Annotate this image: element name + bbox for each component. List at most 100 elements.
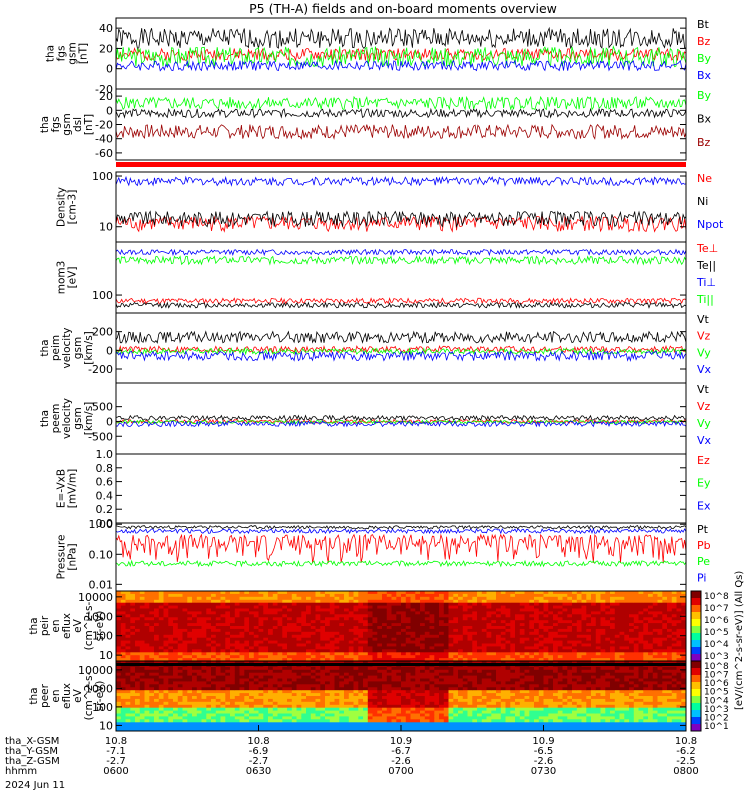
spectrogram-cell: [443, 611, 449, 615]
spectrogram-cell: [510, 602, 516, 606]
spectrogram-cell: [481, 593, 487, 598]
spectrogram-cell: [149, 605, 155, 609]
spectrogram-cell: [344, 681, 350, 685]
spectrogram-cell: [125, 725, 131, 729]
spectrogram-cell: [477, 599, 483, 604]
spectrogram-cell: [405, 716, 411, 720]
spectrogram-cell: [410, 596, 416, 601]
spectrogram-cell: [206, 701, 212, 706]
spectrogram-cell: [249, 640, 255, 644]
spectrogram-cell: [225, 672, 231, 676]
spectrogram-cell: [595, 602, 601, 606]
spectrogram-cell: [268, 675, 274, 679]
spectrogram-cell: [572, 602, 578, 606]
spectrogram-cell: [268, 605, 274, 609]
spectrogram-cell: [163, 661, 169, 665]
spectrogram-cell: [230, 693, 236, 697]
spectrogram-cell: [291, 722, 297, 726]
spectrogram-cell: [467, 652, 473, 656]
spectrogram-cell: [344, 631, 350, 636]
spectrogram-cell: [211, 602, 217, 606]
spectrogram-cell: [239, 669, 245, 674]
spectrogram-cell: [591, 605, 597, 609]
spectrogram-cell: [481, 611, 487, 615]
spectrogram-cell: [353, 602, 359, 606]
spectrogram-cell: [120, 684, 126, 688]
spectrogram-cell: [334, 649, 340, 653]
spectrogram-cell: [491, 681, 497, 685]
spectrogram-cell: [168, 658, 174, 662]
spectrogram-cell: [643, 658, 649, 662]
spectrogram-cell: [249, 596, 255, 601]
spectrogram-cell: [201, 640, 207, 644]
spectrogram-cell: [534, 655, 540, 659]
spectrogram-cell: [339, 637, 345, 641]
spectrogram-cell: [415, 669, 421, 674]
spectrogram-cell: [467, 602, 473, 606]
spectrogram-cell: [434, 593, 440, 598]
spectrogram-cell: [391, 707, 397, 711]
spectrogram-cell: [401, 728, 407, 732]
spectrogram-cell: [415, 696, 421, 700]
spectrogram-cell: [211, 634, 217, 639]
y-axis-label: thafgsgsmdsl[nT]: [39, 113, 95, 135]
spectrogram-cell: [458, 672, 464, 676]
spectrogram-cell: [543, 623, 549, 627]
spectrogram-cell: [258, 719, 264, 723]
spectrogram-cell: [424, 599, 430, 604]
spectrogram-cell: [339, 701, 345, 706]
spectrogram-cell: [529, 652, 535, 656]
spectrogram-cell: [534, 631, 540, 636]
spectrogram-cell: [401, 628, 407, 633]
spectrogram-cell: [377, 628, 383, 633]
spectrogram-cell: [244, 722, 250, 726]
spectrogram-cell: [358, 666, 364, 671]
spectrogram-cell: [211, 649, 217, 653]
spectrogram-cell: [453, 661, 459, 665]
spectrogram-cell: [230, 704, 236, 709]
spectrogram-cell: [206, 672, 212, 676]
spectrogram-cell: [225, 608, 231, 612]
spectrogram-cell: [301, 713, 307, 717]
spectrogram-cell: [154, 614, 160, 618]
spectrogram-cell: [443, 696, 449, 700]
spectrogram-cell: [657, 655, 663, 659]
spectrogram-cell: [453, 640, 459, 644]
spectrogram-cell: [258, 681, 264, 685]
spectrogram-cell: [120, 626, 126, 630]
spectrogram-cell: [130, 675, 136, 679]
spectrogram-cell: [443, 710, 449, 714]
spectrogram-cell: [296, 681, 302, 685]
spectrogram-cell: [491, 652, 497, 656]
spectrogram-cell: [519, 646, 525, 650]
spectrogram-cell: [519, 626, 525, 630]
spectrogram-cell: [524, 611, 530, 615]
spectrogram-cell: [301, 640, 307, 644]
spectrogram-cell: [348, 722, 354, 726]
spectrogram-cell: [439, 684, 445, 688]
spectrogram-cell: [306, 652, 312, 656]
spectrogram-cell: [116, 678, 122, 682]
spectrogram-cell: [600, 640, 606, 644]
spectrogram-cell: [282, 722, 288, 726]
spectrogram-cell: [448, 684, 454, 688]
spectrogram-cell: [367, 658, 373, 662]
spectrogram-cell: [306, 681, 312, 685]
spectrogram-cell: [277, 623, 283, 627]
spectrogram-cell: [291, 591, 297, 595]
spectrogram-cell: [410, 710, 416, 714]
series-line-Vx: [115, 350, 687, 362]
spectrogram-cell: [614, 608, 620, 612]
panel-frame: [115, 522, 687, 592]
spectrogram-cell: [187, 690, 193, 694]
spectrogram-cell: [429, 608, 435, 612]
spectrogram-cell: [481, 707, 487, 711]
spectrogram-cell: [287, 696, 293, 700]
spectrogram-cell: [125, 640, 131, 644]
spectrogram-cell: [187, 698, 193, 703]
spectrogram-cell: [624, 631, 630, 636]
spectrogram-cell: [553, 658, 559, 662]
spectrogram-cell: [424, 637, 430, 641]
spectrogram-cell: [348, 658, 354, 662]
spectrogram-cell: [301, 719, 307, 723]
